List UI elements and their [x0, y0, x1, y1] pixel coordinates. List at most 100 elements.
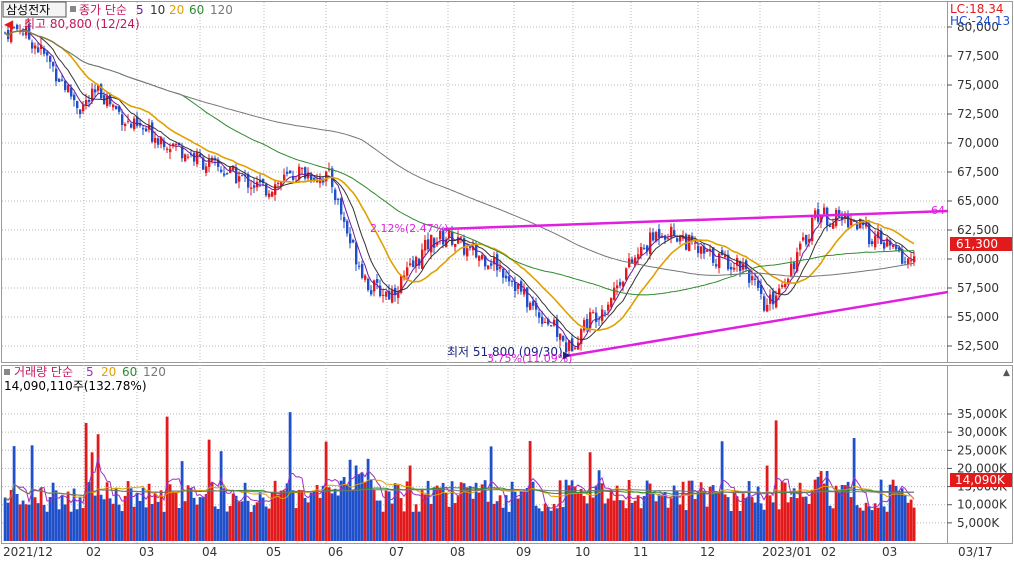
candle-body — [904, 261, 907, 263]
candle-body — [727, 254, 730, 270]
volume-bar — [321, 485, 325, 541]
volume-bar — [9, 490, 13, 541]
candle-body — [133, 118, 136, 130]
candle-body — [157, 138, 160, 145]
price-tick-label: 67,500 — [957, 165, 999, 179]
candle-body — [760, 284, 763, 295]
volume-bar — [339, 480, 343, 541]
volume-bar — [432, 487, 436, 541]
candle-body — [232, 165, 235, 170]
volume-bar — [636, 495, 640, 541]
volume-scroll-marker[interactable]: ▲ — [1003, 368, 1010, 378]
volume-bar — [867, 506, 871, 541]
volume-bar — [6, 502, 10, 541]
candle-body — [220, 169, 223, 172]
stock-name-box[interactable] — [2, 1, 67, 18]
volume-bar — [306, 502, 310, 541]
volume-bar — [528, 441, 532, 541]
volume-bar — [462, 483, 466, 541]
candle-body — [532, 301, 535, 306]
volume-bar — [846, 481, 850, 541]
candle-body — [715, 264, 718, 267]
candle-body — [829, 225, 832, 228]
volume-tick-label: 30,000K — [957, 425, 1008, 439]
volume-bar — [849, 497, 853, 541]
candle-body — [85, 99, 88, 105]
candle-body — [361, 264, 364, 278]
candle-body — [313, 178, 316, 180]
candle-body — [199, 153, 202, 157]
candle-body — [49, 55, 52, 62]
volume-bar — [369, 479, 373, 541]
volume-bar — [186, 485, 190, 541]
candle-body — [667, 238, 670, 240]
candle-body — [358, 265, 361, 267]
candle-body — [673, 230, 676, 237]
candle-body — [181, 146, 184, 159]
candle-body — [676, 238, 679, 242]
candle-body — [94, 89, 97, 93]
candle-body — [367, 278, 370, 290]
grid-lines — [2, 2, 947, 543]
candle-body — [538, 312, 541, 318]
volume-bar — [810, 489, 814, 541]
volume-bar — [897, 492, 901, 541]
volume-bar — [855, 505, 859, 541]
candle-body — [892, 245, 895, 247]
volume-bar — [681, 481, 685, 541]
volume-bar — [288, 412, 292, 541]
volume-bar — [480, 484, 484, 541]
candle-body — [637, 254, 640, 259]
vol-ma-label-20: 20 — [101, 365, 116, 379]
candle-body — [241, 174, 244, 176]
x-tick-label: 06 — [328, 545, 343, 559]
candle-body — [592, 312, 595, 314]
volume-bar — [597, 470, 601, 541]
stock-name: 삼성전자 — [6, 3, 50, 17]
volume-bar — [300, 490, 304, 541]
candle-body — [652, 232, 655, 241]
candle-body — [724, 254, 727, 258]
candle-body — [106, 95, 109, 107]
candle-body — [436, 242, 439, 246]
volume-bar — [114, 487, 118, 541]
volume-bar — [912, 507, 916, 541]
volume-bar — [438, 487, 442, 541]
volume-bar — [732, 492, 736, 541]
volume-bar — [501, 507, 505, 541]
candle-body — [718, 253, 721, 269]
volume-bar — [549, 510, 553, 541]
volume-bar — [876, 507, 880, 541]
candle-body — [556, 318, 559, 337]
last-volume-text: 14,090,110주(132.78%) — [4, 379, 147, 393]
candle-body — [838, 210, 841, 218]
candle-body — [136, 116, 139, 127]
candle-body — [334, 189, 337, 201]
candle-body — [679, 236, 682, 242]
volume-bar — [198, 497, 202, 541]
volume-bar — [654, 501, 658, 541]
hc-label: HC:-24.13 — [950, 14, 1010, 28]
volume-bar — [318, 497, 322, 541]
volume-bar — [576, 493, 580, 541]
candle-body — [16, 24, 19, 30]
candle-body — [409, 263, 412, 266]
volume-bar — [450, 481, 454, 541]
candle-body — [607, 304, 610, 311]
volume-bar — [831, 508, 835, 541]
volume-bar — [621, 500, 625, 541]
volume-bar — [426, 480, 430, 541]
volume-bar — [381, 511, 385, 541]
volume-bar — [603, 503, 607, 541]
candle-body — [751, 276, 754, 281]
volume-bar — [498, 495, 502, 541]
volume-bar — [903, 495, 907, 541]
candle-body — [130, 123, 133, 128]
candle-body — [115, 105, 118, 110]
candle-body — [505, 275, 508, 279]
candle-body — [439, 230, 442, 240]
volume-axis-frame — [947, 365, 1013, 544]
volume-bar — [135, 492, 139, 541]
candle-body — [757, 280, 760, 288]
candle-body — [316, 180, 319, 183]
